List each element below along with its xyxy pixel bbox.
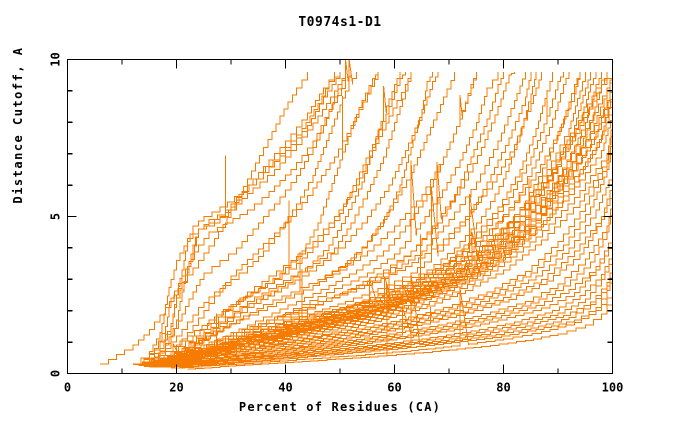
series-line <box>149 207 613 368</box>
y-tick-label: 5 <box>49 213 63 220</box>
series-line <box>149 72 477 365</box>
series-layer <box>100 59 613 370</box>
page-title: T0974s1-D1 <box>298 15 382 30</box>
series-line <box>160 72 526 365</box>
series-line <box>143 72 341 365</box>
series-line <box>154 72 401 365</box>
series-line <box>165 72 532 365</box>
series-line <box>143 72 406 365</box>
x-axis-label: Percent of Residues (CA) <box>238 400 442 414</box>
x-tick-label: 20 <box>169 381 183 395</box>
series-line <box>154 182 613 367</box>
x-tick-label: 0 <box>64 381 71 395</box>
series-line <box>154 72 597 365</box>
series-line <box>138 72 341 365</box>
series-line <box>165 72 439 362</box>
series-line <box>149 59 352 363</box>
series-line <box>160 72 570 365</box>
series-line <box>149 112 613 366</box>
series-line <box>143 59 357 363</box>
series-line <box>176 287 613 369</box>
series-line <box>138 100 613 366</box>
y-tick-label: 0 <box>49 370 63 377</box>
series-line <box>160 72 412 365</box>
series-line <box>160 263 613 368</box>
series-line <box>143 72 543 365</box>
series-line <box>165 269 613 368</box>
series-line <box>187 285 613 370</box>
series-line <box>143 72 613 365</box>
y-tick-label: 10 <box>49 52 63 66</box>
series-line <box>138 138 613 367</box>
series-line <box>154 72 379 365</box>
series-line <box>138 72 346 365</box>
tick-labels-layer: 0 20 40 60 80 100 0 5 10 <box>49 52 624 394</box>
series-line <box>100 72 308 365</box>
x-tick-label: 80 <box>496 381 510 395</box>
x-tick-label: 100 <box>602 381 624 395</box>
series-line <box>132 72 336 365</box>
axes-layer <box>66 58 614 375</box>
x-tick-label: 60 <box>387 381 401 395</box>
series-line <box>176 72 504 363</box>
series-line <box>143 106 613 366</box>
series-line <box>154 72 515 365</box>
series-line <box>160 72 412 362</box>
x-tick-label: 40 <box>278 381 292 395</box>
series-line <box>149 72 379 365</box>
series-line <box>149 75 613 365</box>
series-line <box>171 276 613 369</box>
